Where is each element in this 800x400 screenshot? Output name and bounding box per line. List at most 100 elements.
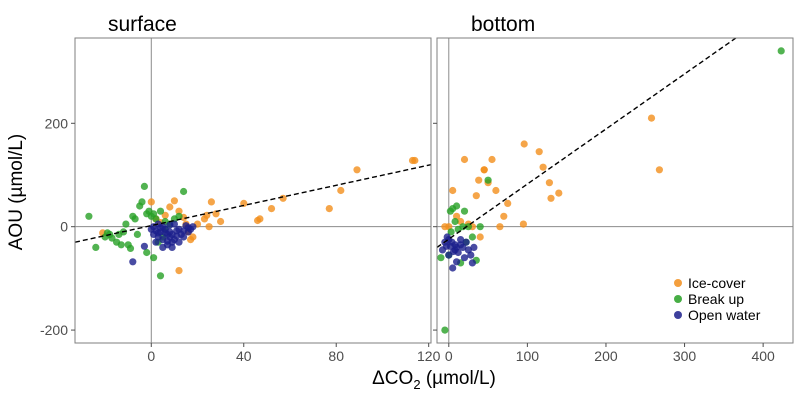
point-bottom-break-up-5 [453,202,461,210]
point-bottom-ice-cover-2 [449,186,457,195]
point-bottom-break-up-2 [447,228,455,236]
point-bottom-ice-cover-9 [476,233,484,241]
point-surface-break-up-18 [140,182,148,190]
point-surface-open-water-38 [154,229,162,237]
legend-label-open-water: Open water [688,307,761,323]
point-surface-break-up-28 [156,207,165,215]
point-bottom-open-water-11 [459,243,467,251]
x-tick-label-bottom-300: 300 [673,348,697,364]
point-bottom-ice-cover-19 [535,148,543,156]
point-surface-break-up-23 [150,254,158,262]
point-surface-ice-cover-26 [325,205,333,213]
trendline-bottom [437,38,738,248]
point-surface-ice-cover-1 [147,198,155,206]
point-surface-break-up-8 [117,241,125,249]
point-surface-ice-cover-5 [166,203,174,211]
point-surface-break-up-5 [108,234,116,242]
point-surface-break-up-19 [143,248,151,257]
point-bottom-ice-cover-13 [492,186,500,195]
point-surface-ice-cover-28 [353,166,361,174]
point-surface-ice-cover-20 [217,217,225,226]
point-surface-ice-cover-23 [256,215,264,223]
point-surface-ice-cover-19 [212,210,220,218]
point-surface-ice-cover-4 [161,211,169,219]
point-surface-open-water-1 [140,242,148,250]
point-bottom-open-water-20 [457,236,465,244]
point-bottom-ice-cover-21 [545,179,554,187]
legend-marker-break-up [674,295,682,303]
point-surface-ice-cover-30 [411,156,419,165]
legend-marker-ice-cover [674,279,682,287]
point-bottom-ice-cover-8 [472,192,480,200]
data-layer-surface [75,156,431,280]
point-surface-ice-cover-18 [207,198,215,206]
point-surface-ice-cover-6 [170,197,178,205]
point-bottom-open-water-9 [454,248,462,257]
point-surface-ice-cover-25 [279,194,287,202]
point-bottom-break-up-15 [484,176,492,184]
point-surface-break-up-15 [133,230,141,238]
point-surface-open-water-35 [180,233,188,241]
point-surface-open-water-36 [184,224,192,232]
x-tick-label-surface-0: 0 [147,348,155,364]
point-bottom-open-water-23 [451,241,459,249]
x-tick-label-surface-80: 80 [328,348,344,364]
x-axis-title-suffix: (µmol/L) [421,368,496,389]
point-bottom-ice-cover-18 [520,140,528,148]
point-bottom-ice-cover-15 [500,212,508,220]
point-bottom-open-water-16 [468,259,476,267]
point-bottom-ice-cover-14 [496,223,504,231]
point-surface-open-water-33 [168,230,176,238]
point-bottom-ice-cover-12 [488,155,496,164]
point-surface-open-water-39 [166,221,174,229]
point-bottom-ice-cover-20 [539,163,547,171]
legend-label-break-up: Break up [688,291,744,307]
trendline-surface [75,163,431,243]
data-layer-bottom [437,38,785,334]
x-axis-title-subscript: 2 [413,377,420,392]
point-surface-ice-cover-27 [337,186,345,195]
point-bottom-ice-cover-25 [655,166,664,174]
point-bottom-ice-cover-17 [519,220,528,228]
point-bottom-ice-cover-26 [480,166,488,174]
point-surface-open-water-34 [175,238,183,246]
panel-border-bottom [436,37,794,344]
point-surface-ice-cover-24 [267,205,276,213]
point-bottom-break-up-16 [437,254,445,262]
y-tick-label--200: -200 [40,322,68,338]
panel-surface: surface 0 40 80 120 -200 0 200 [40,13,441,364]
point-bottom-open-water-15 [467,251,475,259]
point-bottom-ice-cover-16 [504,199,512,207]
x-tick-label-surface-40: 40 [236,348,252,364]
point-surface-break-up-27 [156,272,165,280]
x-axis-title: ΔCO2 (µmol/L) [372,368,496,392]
point-surface-open-water-30 [152,238,160,246]
point-bottom-break-up-18 [777,47,785,55]
point-bottom-break-up-4 [451,217,459,226]
x-tick-label-bottom-100: 100 [516,348,540,364]
point-surface-break-up-14 [131,215,139,223]
point-bottom-open-water-19 [453,258,461,266]
point-surface-break-up-34 [180,187,188,196]
panel-title-bottom: bottom [471,13,535,36]
panel-border-surface [74,37,432,344]
point-surface-break-up-10 [122,220,130,228]
point-surface-break-up-1 [92,243,100,251]
point-surface-break-up-17 [138,198,146,206]
point-bottom-open-water-18 [449,264,457,272]
point-bottom-break-up-17 [446,207,454,215]
x-tick-label-bottom-0: 0 [445,348,453,364]
point-bottom-open-water-17 [470,243,478,251]
point-surface-ice-cover-17 [205,223,213,231]
point-bottom-break-up-9 [460,207,469,215]
y-axis-title: AOU (µmol/L) [6,134,27,251]
x-tick-label-bottom-400: 400 [751,348,775,364]
point-bottom-ice-cover-5 [460,155,469,164]
y-tick-label-0: 0 [60,219,68,235]
point-bottom-ice-cover-23 [555,189,563,197]
point-bottom-ice-cover-22 [547,194,555,202]
point-surface-ice-cover-13 [175,267,183,275]
point-bottom-break-up-12 [468,233,476,241]
x-tick-label-bottom-200: 200 [594,348,618,364]
